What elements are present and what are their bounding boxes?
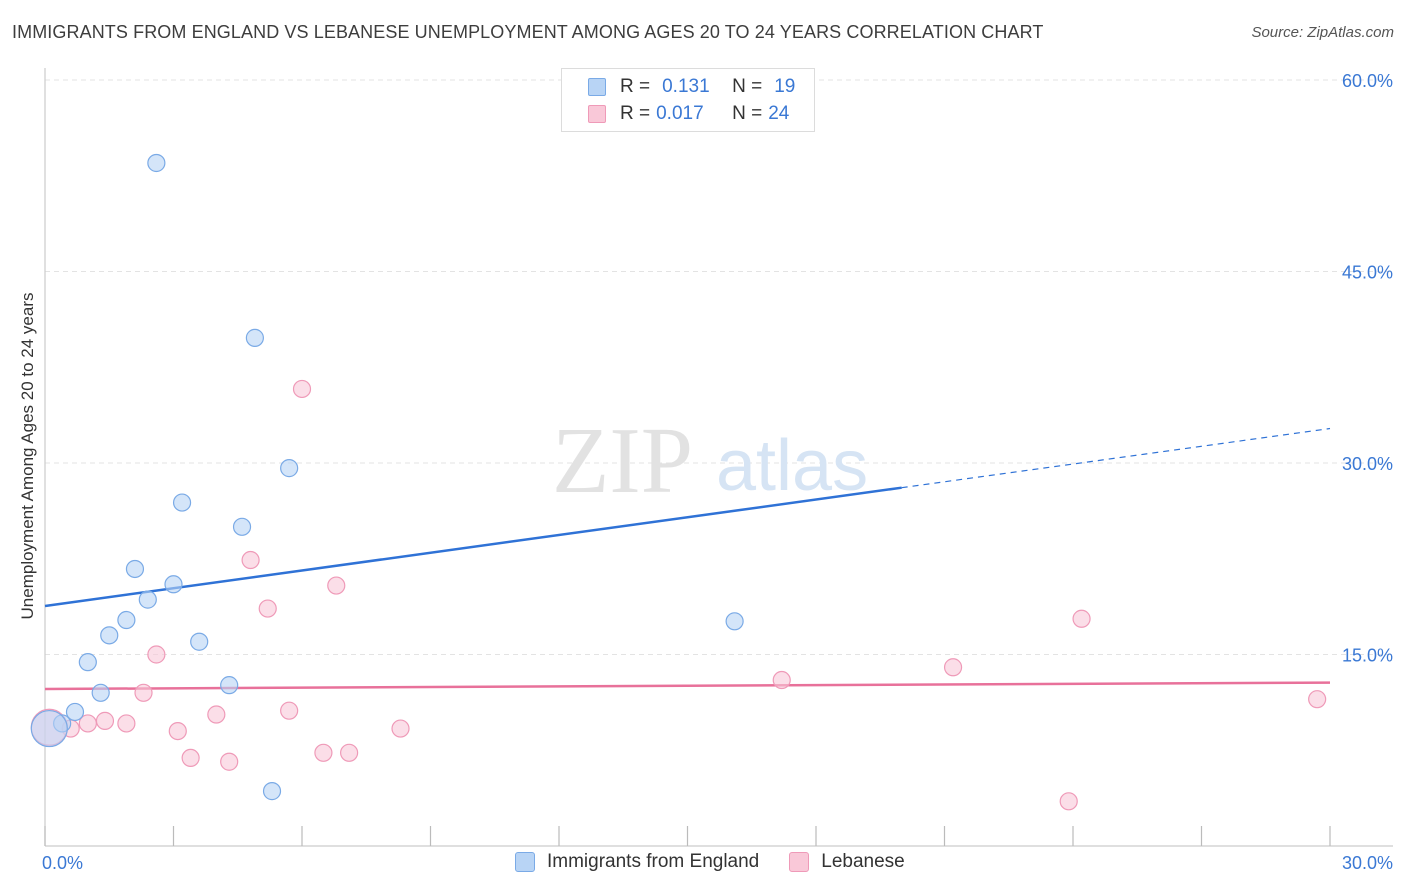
series-legend-england[interactable]: Immigrants from England [515, 851, 759, 873]
lebanese-point-16 [314, 743, 333, 762]
england-point-10 [190, 632, 209, 651]
tick-labels: 15.0% 30.0% 45.0% 60.0% 0.0% 30.0% [42, 71, 1393, 873]
series-swatch-england [515, 852, 535, 872]
lebanese-point-3 [258, 599, 277, 618]
y-axis-label: Unemployment Among Ages 20 to 24 years [18, 292, 37, 620]
x-tick-label-max: 30.0% [1342, 853, 1393, 873]
lebanese-point-23 [1059, 792, 1078, 811]
y-tick-label: 60.0% [1342, 71, 1393, 91]
england-point-7 [138, 590, 157, 609]
chart-title: IMMIGRANTS FROM ENGLAND VS LEBANESE UNEM… [12, 22, 1044, 42]
legend-n-label: N = [732, 103, 763, 124]
lebanese-point-5 [134, 683, 153, 702]
england-point-17 [262, 782, 282, 801]
trend-line-solid-0 [44, 486, 902, 608]
lebanese-point-15 [220, 752, 239, 771]
legend-r-value: 0.131 [662, 76, 710, 97]
lebanese-point-14 [181, 748, 200, 768]
lebanese-point-21 [1072, 609, 1091, 628]
series-swatch-lebanese [789, 852, 810, 872]
watermark-atlas: atlas [716, 426, 868, 506]
england-point-1 [245, 328, 264, 347]
legend-r-label: R = [620, 103, 651, 124]
england-point-2 [280, 459, 299, 478]
england-point-3 [172, 493, 192, 512]
legend-n-value: 19 [774, 76, 796, 97]
series-label-england: Immigrants from England [547, 851, 760, 872]
england-point-5 [125, 559, 145, 579]
legend-row-england: R = 0.131 N = 19 [588, 74, 795, 100]
legend-n-label: N = [732, 76, 763, 97]
correlation-legend: R = 0.131 N = 19 R = 0.017 N = 24 [561, 68, 815, 132]
lebanese-point-17 [340, 743, 359, 762]
series-legend: Immigrants from England Lebanese [515, 851, 935, 873]
y-tick-label: 15.0% [1342, 646, 1393, 666]
data-points [30, 153, 1327, 811]
trend-lines [44, 427, 1331, 691]
england-point-18 [725, 612, 744, 631]
lebanese-point-13 [391, 719, 410, 738]
watermark-zip: ZIP [552, 409, 693, 513]
england-point-11 [78, 653, 97, 672]
series-label-lebanese: Lebanese [821, 851, 905, 872]
lebanese-point-6 [280, 701, 299, 720]
england-point-6 [164, 575, 183, 594]
legend-n-value: 24 [768, 103, 790, 124]
lebanese-point-0 [292, 379, 312, 399]
legend-swatch-england [588, 78, 606, 96]
legend-r-label: R = [620, 76, 651, 97]
lebanese-point-1 [241, 550, 260, 570]
lebanese-point-22 [1308, 690, 1327, 709]
legend-swatch-lebanese [588, 105, 606, 123]
lebanese-point-19 [772, 670, 791, 690]
y-tick-label: 30.0% [1342, 454, 1393, 474]
lebanese-point-4 [147, 645, 166, 664]
y-tick-label: 45.0% [1342, 263, 1393, 283]
england-point-14 [65, 702, 85, 722]
lebanese-point-10 [117, 714, 136, 733]
england-point-8 [117, 610, 136, 630]
england-point-9 [100, 626, 119, 645]
trend-line-dashed-0 [901, 427, 1331, 489]
x-tick-label-min: 0.0% [42, 853, 83, 873]
series-legend-lebanese[interactable]: Lebanese [789, 851, 905, 873]
lebanese-point-7 [207, 705, 226, 724]
lebanese-point-8 [95, 711, 115, 730]
england-point-0 [147, 153, 166, 173]
lebanese-point-20 [943, 658, 963, 677]
lebanese-point-2 [327, 576, 346, 595]
lebanese-point-12 [168, 721, 187, 741]
lebanese-point-9 [78, 714, 97, 733]
legend-row-lebanese: R = 0.017 N = 24 [588, 101, 789, 127]
england-point-4 [232, 517, 252, 536]
england-point-16 [30, 709, 68, 748]
trend-line-solid-1 [44, 681, 1331, 691]
legend-r-value: 0.017 [656, 103, 704, 124]
watermark: ZIP atlas [552, 409, 868, 513]
england-point-12 [220, 676, 239, 695]
england-point-13 [91, 683, 110, 702]
source-label: Source: ZipAtlas.com [1251, 24, 1394, 41]
